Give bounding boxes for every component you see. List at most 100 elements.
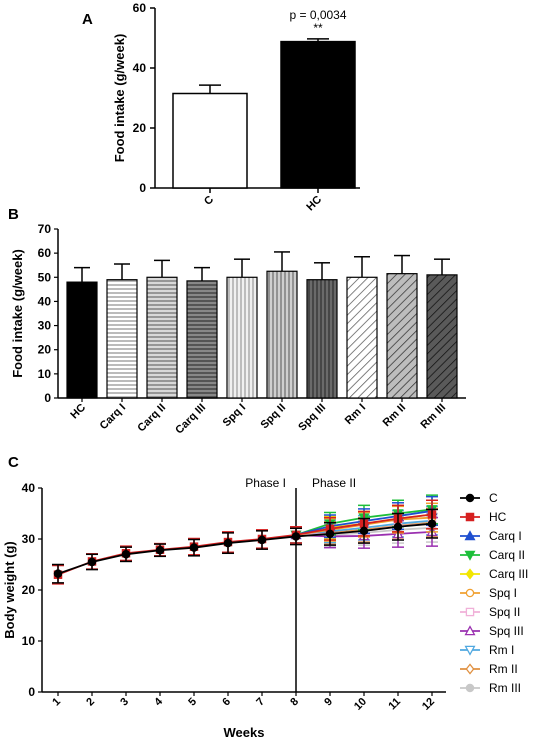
chart-b: 0 10 20 30 40 50 60 70 Food intake (g/week) HC Car… bbox=[10, 222, 466, 436]
y-tick-label: 30 bbox=[22, 532, 36, 546]
data-point bbox=[359, 526, 369, 536]
y-tick-label: 50 bbox=[38, 270, 52, 284]
data-point bbox=[393, 522, 403, 532]
legend-swatch-marker bbox=[465, 663, 475, 675]
x-tick-label: 12 bbox=[420, 696, 437, 713]
y-tick-label: 0 bbox=[139, 181, 146, 195]
x-tick-label: HC bbox=[68, 402, 88, 422]
x-tick-label: 11 bbox=[386, 696, 403, 713]
x-tick-label: Rm II bbox=[381, 402, 409, 430]
y-tick-label: 40 bbox=[133, 61, 147, 75]
chart-a: 0 20 40 60 Food intake (g/week) C HC p = 0,0034… bbox=[112, 1, 360, 213]
x-tick-label: Rm III bbox=[418, 402, 448, 432]
y-tick-label: 30 bbox=[38, 319, 52, 333]
data-point bbox=[121, 550, 131, 559]
data-point bbox=[427, 519, 437, 528]
legend-label: Rm I bbox=[489, 643, 514, 657]
x-tick-label: HC bbox=[304, 194, 324, 214]
bar bbox=[266, 270, 298, 399]
data-point bbox=[325, 529, 335, 539]
x-tick-label: Carq II bbox=[135, 402, 168, 435]
x-axis-label: Weeks bbox=[224, 725, 265, 740]
data-point bbox=[155, 545, 165, 555]
y-tick-label: 20 bbox=[38, 343, 52, 357]
p-value-annotation: p = 0,0034 bbox=[289, 8, 346, 22]
y-tick-label: 60 bbox=[133, 1, 147, 15]
x-tick-label: 9 bbox=[322, 696, 335, 709]
phase-label: Phase I bbox=[245, 476, 286, 490]
bar bbox=[146, 276, 178, 399]
data-point bbox=[53, 569, 63, 578]
legend-swatch-marker bbox=[465, 588, 475, 598]
y-axis-label: Body weight (g) bbox=[2, 541, 17, 639]
legend-label: Spq I bbox=[489, 586, 517, 600]
legend-swatch-marker bbox=[465, 493, 475, 503]
panel-label-a: A bbox=[82, 11, 93, 28]
y-tick-label: 70 bbox=[38, 222, 52, 236]
bar bbox=[346, 276, 378, 399]
y-tick-label: 0 bbox=[28, 685, 35, 699]
bar bbox=[306, 279, 338, 399]
y-tick-label: 20 bbox=[133, 121, 147, 135]
y-tick-label: 40 bbox=[22, 481, 36, 495]
x-tick-label: Spq III bbox=[296, 402, 328, 434]
legend-label: Spq III bbox=[489, 624, 524, 638]
y-tick-label: 20 bbox=[22, 583, 36, 597]
data-point bbox=[189, 543, 199, 552]
x-tick-label: 10 bbox=[352, 696, 369, 713]
x-tick-label: 3 bbox=[118, 696, 131, 709]
legend-label: Carq II bbox=[489, 548, 525, 562]
x-tick-label: C bbox=[202, 194, 216, 208]
legend-swatch-marker bbox=[465, 512, 475, 522]
panel-label-c: C bbox=[8, 454, 19, 471]
x-tick-label: 2 bbox=[84, 696, 97, 709]
x-tick-label: Carq III bbox=[173, 402, 208, 437]
x-tick-label: Spq II bbox=[258, 402, 288, 432]
legend-label: Rm III bbox=[489, 681, 521, 695]
legend-swatch-marker bbox=[465, 683, 475, 693]
x-tick-label: 1 bbox=[50, 696, 63, 709]
y-tick-label: 60 bbox=[38, 246, 52, 260]
significance-stars: ** bbox=[313, 21, 323, 35]
legend-swatch-marker bbox=[464, 530, 476, 541]
series-line bbox=[57, 513, 433, 576]
legend-label: HC bbox=[489, 510, 507, 524]
y-axis-label: Food intake (g/week) bbox=[10, 249, 25, 378]
bar bbox=[280, 40, 356, 189]
data-point bbox=[291, 532, 301, 541]
phase-label: Phase II bbox=[312, 476, 356, 490]
legend-swatch-marker bbox=[465, 568, 475, 580]
bar bbox=[66, 281, 98, 399]
legend-swatch-marker bbox=[464, 550, 476, 561]
legend-label: C bbox=[489, 491, 498, 505]
legend-swatch-marker bbox=[464, 625, 476, 636]
x-tick-label: Spq I bbox=[221, 402, 248, 429]
legend-label: Rm II bbox=[489, 662, 518, 676]
x-tick-label: 5 bbox=[186, 696, 199, 709]
series-line bbox=[57, 522, 433, 575]
legend-label: Carq I bbox=[489, 529, 522, 543]
legend-swatch-marker bbox=[465, 607, 475, 617]
bar bbox=[172, 92, 248, 189]
y-tick-label: 10 bbox=[38, 367, 52, 381]
x-tick-label: Carq I bbox=[98, 402, 129, 433]
x-tick-label: 4 bbox=[152, 695, 165, 708]
y-tick-label: 40 bbox=[38, 294, 52, 308]
bar bbox=[106, 279, 138, 399]
data-point bbox=[257, 535, 267, 545]
data-point bbox=[223, 538, 233, 548]
bar bbox=[426, 274, 458, 399]
panel-label-b: B bbox=[8, 206, 19, 223]
data-point bbox=[87, 557, 97, 567]
y-tick-label: 0 bbox=[44, 391, 51, 405]
y-axis-label: Food intake (g/week) bbox=[112, 34, 127, 163]
x-tick-label: 7 bbox=[254, 696, 267, 709]
legend-label: Carq III bbox=[489, 567, 528, 581]
x-tick-label: 6 bbox=[220, 696, 233, 709]
bar bbox=[386, 273, 418, 399]
bar bbox=[186, 280, 218, 399]
y-tick-label: 10 bbox=[22, 634, 36, 648]
legend-label: Spq II bbox=[489, 605, 520, 619]
